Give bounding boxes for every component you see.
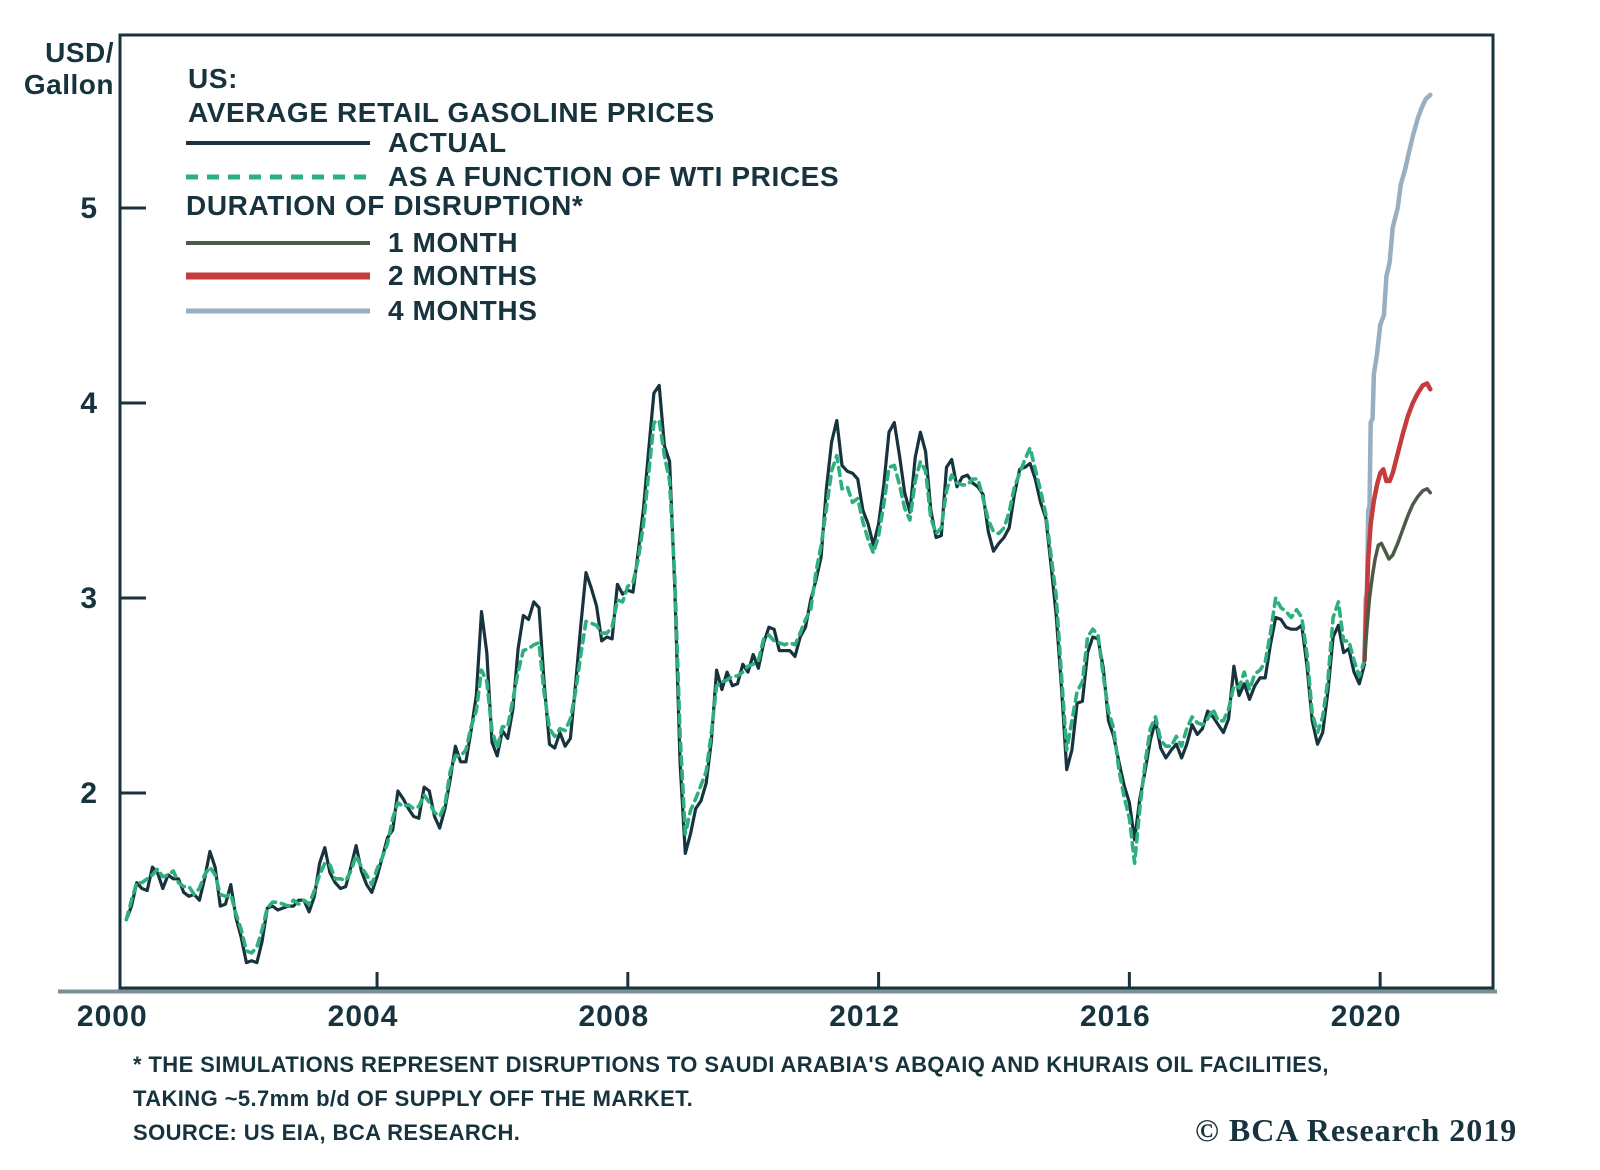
source-note: SOURCE: US EIA, BCA RESEARCH. (133, 1120, 520, 1145)
y-axis-ticks (120, 206, 146, 795)
x-tick-label: 2008 (578, 1000, 649, 1033)
y-tick-label: 2 (80, 777, 98, 810)
y-axis-unit-line2: Gallon (24, 69, 114, 100)
y-axis-tick-labels: 2 3 4 5 (80, 192, 98, 810)
legend-duration-heading: DURATION OF DISRUPTION* (186, 190, 584, 221)
footnote-line1: * THE SIMULATIONS REPRESENT DISRUPTIONS … (133, 1052, 1329, 1077)
x-tick-label: 2004 (328, 1000, 399, 1033)
x-axis-tick-labels: 2000 2004 2008 2012 2016 2020 (77, 1000, 1402, 1033)
series-line-actual (124, 383, 1367, 965)
series-line-two_months (1362, 381, 1433, 663)
x-axis-ticks (375, 972, 1382, 988)
y-tick-label: 5 (80, 192, 98, 225)
x-tick-label: 2000 (77, 1000, 148, 1033)
legend-label-wti: AS A FUNCTION OF WTI PRICES (388, 161, 839, 192)
legend-label-actual: ACTUAL (388, 127, 507, 158)
series-line-four_months (1362, 92, 1433, 663)
y-axis-unit-line1: USD/ (45, 37, 114, 68)
chart-title-line2: AVERAGE RETAIL GASOLINE PRICES (188, 97, 715, 128)
x-tick-label: 2020 (1331, 1000, 1402, 1033)
footnote-line2: TAKING ~5.7mm b/d OF SUPPLY OFF THE MARK… (133, 1086, 693, 1111)
legend-label-two-months: 2 MONTHS (388, 260, 537, 291)
series-line-wti (124, 418, 1367, 955)
x-tick-label: 2012 (829, 1000, 900, 1033)
series-line-one_month (1362, 487, 1433, 663)
y-tick-label: 3 (80, 582, 98, 615)
series-lines (124, 92, 1433, 965)
chart-title-line1: US: (188, 63, 238, 94)
x-tick-label: 2016 (1080, 1000, 1151, 1033)
plot-border (118, 33, 1495, 990)
legend-label-four-months: 4 MONTHS (388, 295, 537, 326)
copyright-note: © BCA Research 2019 (1195, 1112, 1517, 1148)
y-tick-label: 4 (80, 387, 98, 420)
legend: US: AVERAGE RETAIL GASOLINE PRICES ACTUA… (186, 63, 839, 326)
footnote-block: * THE SIMULATIONS REPRESENT DISRUPTIONS … (133, 1052, 1517, 1148)
legend-label-one-month: 1 MONTH (388, 227, 518, 258)
